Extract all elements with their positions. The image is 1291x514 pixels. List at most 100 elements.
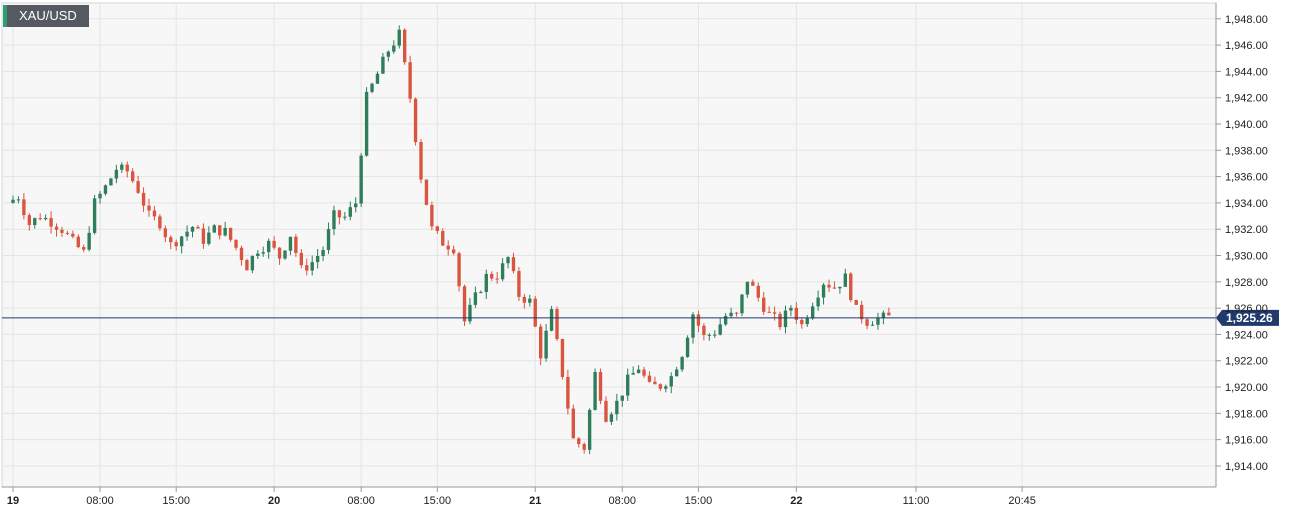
candle-body [402, 29, 407, 63]
candle-body [141, 192, 146, 206]
candle [212, 224, 216, 233]
candle [479, 290, 483, 294]
y-tick-label: 1,938.00 [1225, 145, 1268, 157]
candle [370, 82, 374, 94]
current-price-layer: 1,925.26 [2, 309, 1279, 326]
candle [337, 209, 342, 225]
candle-body [843, 273, 848, 287]
candle-body [506, 257, 510, 264]
candle-body [38, 218, 42, 220]
candle [49, 211, 53, 234]
candle-body [218, 225, 222, 236]
x-tick-label: 11:00 [903, 495, 930, 507]
candle-body [98, 193, 102, 199]
y-tick-label: 1,942.00 [1225, 93, 1268, 105]
candle [653, 376, 657, 385]
candle-body [49, 217, 53, 227]
y-tick-label: 1,932.00 [1225, 224, 1268, 236]
candle [827, 279, 831, 293]
candle [571, 404, 576, 439]
candle-body [256, 253, 260, 257]
candle [130, 168, 135, 184]
candle [27, 213, 32, 231]
candle [71, 230, 75, 239]
candle-body [876, 317, 880, 325]
candle [794, 302, 799, 325]
candle [702, 323, 706, 341]
candle [92, 194, 97, 235]
candle-body [810, 306, 815, 319]
candle-body [789, 307, 793, 311]
candle [174, 239, 178, 251]
candle-body [185, 231, 189, 237]
candle [740, 294, 744, 317]
candle [533, 295, 537, 328]
y-tick-label: 1,934.00 [1225, 198, 1268, 210]
candle-body [392, 45, 396, 52]
candle [604, 396, 608, 423]
candle-body [283, 250, 287, 259]
candle [169, 235, 173, 250]
x-tick-label: 15:00 [162, 495, 190, 507]
y-tick-label: 1,920.00 [1225, 382, 1268, 394]
x-tick-label: 08:00 [86, 495, 114, 507]
candle-body [305, 265, 309, 271]
candle [397, 25, 401, 49]
candle-body [517, 271, 521, 297]
candle [582, 442, 586, 454]
y-tick-label: 1,922.00 [1225, 356, 1268, 368]
candle-body [397, 29, 401, 46]
candle [620, 395, 624, 407]
candle-body [778, 313, 782, 328]
candle [354, 197, 358, 213]
candle-body [125, 164, 129, 172]
candle-body [816, 297, 820, 307]
candle [223, 221, 227, 237]
candle [201, 223, 206, 249]
x-tick-label: 20:45 [1008, 495, 1036, 507]
candle-body [626, 374, 630, 396]
y-tick-label: 1,924.00 [1225, 329, 1268, 341]
y-axis: 1,914.00 1,916.00 1,918.00 1,920.00 1,922.00… [1215, 3, 1268, 487]
candle-body [114, 169, 119, 179]
candle [381, 53, 385, 74]
candle-body [212, 225, 216, 233]
candle-body [457, 253, 461, 287]
candle-body [577, 438, 581, 445]
x-tick-label: 08:00 [347, 495, 375, 507]
candle-body [321, 249, 325, 257]
candle [16, 196, 21, 204]
candle [473, 286, 478, 308]
candle [33, 217, 37, 229]
candle-body [653, 381, 657, 385]
candle [490, 271, 494, 281]
candle-body [484, 273, 488, 292]
candle-body [522, 296, 527, 303]
candle [816, 290, 820, 311]
candle-body [451, 249, 456, 254]
y-tick-label: 1,948.00 [1225, 14, 1268, 26]
candle-body [593, 371, 597, 410]
candle [756, 282, 760, 302]
candle [207, 226, 211, 246]
candle-body [636, 369, 641, 374]
candle [517, 267, 521, 302]
candle-body [446, 245, 450, 250]
candle [642, 366, 646, 378]
candle [789, 305, 793, 317]
candle [76, 234, 80, 249]
candle-body [179, 236, 184, 247]
x-tick-label: 22 [790, 495, 802, 507]
candle-body [713, 334, 717, 336]
candle [544, 324, 548, 362]
candle [22, 193, 26, 220]
candle-body [136, 181, 140, 193]
candle [299, 249, 304, 269]
candle [696, 310, 701, 333]
candle [849, 272, 853, 303]
candle [136, 175, 140, 194]
candle [734, 311, 739, 317]
x-tick-label: 20 [268, 495, 280, 507]
candle-body [696, 314, 701, 326]
